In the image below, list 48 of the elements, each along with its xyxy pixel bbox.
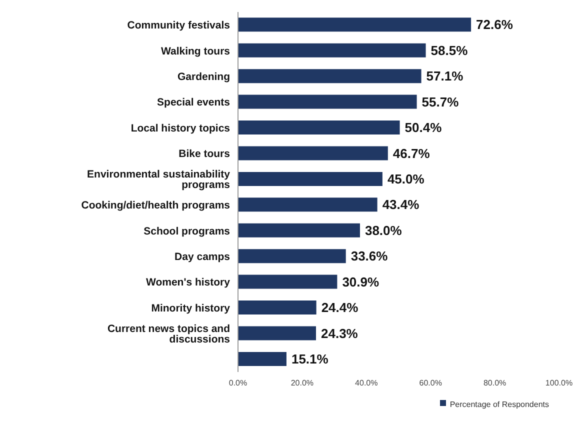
bar [238, 94, 417, 109]
bar [238, 120, 400, 135]
data-label: 55.7% [422, 94, 460, 110]
y-tick-label: Environmental sustainability programs [87, 168, 230, 192]
y-tick-label: Minority history [151, 302, 230, 314]
y-tick-label: Day camps [174, 251, 230, 264]
bar [238, 43, 426, 58]
x-tick-label: 0.0% [228, 378, 248, 388]
y-tick-label: Bike tours [178, 148, 230, 160]
bar [238, 146, 388, 160]
bar [238, 69, 422, 84]
data-label: 33.6% [350, 248, 388, 264]
bar [238, 326, 316, 340]
bar [238, 249, 346, 264]
data-label: 24.4% [321, 300, 359, 316]
bar [238, 198, 378, 212]
y-tick-label: School programs [144, 225, 230, 238]
bar [238, 300, 316, 315]
data-label: 43.4% [382, 197, 420, 212]
bar [238, 352, 286, 366]
data-label: 50.4% [404, 120, 442, 136]
x-tick-label: 80.0% [483, 378, 506, 388]
data-label: 15.1% [291, 351, 329, 366]
data-label: 57.1% [426, 68, 464, 84]
data-label: 24.3% [321, 326, 358, 341]
y-tick-label: Community festivals [127, 20, 230, 32]
bar [238, 18, 472, 32]
y-tick-label: Gardening [177, 71, 230, 84]
x-tick-label: 40.0% [355, 378, 378, 388]
x-tick-label: 60.0% [419, 378, 442, 388]
bar [238, 274, 338, 289]
data-label: 45.0% [387, 171, 425, 186]
data-label: 58.5% [430, 42, 468, 58]
y-tick-label: Special events [157, 96, 230, 109]
x-tick-label: 100.0% [545, 378, 573, 388]
data-label: 72.6% [476, 17, 514, 32]
y-tick-label: Cooking/diet/health programs [81, 200, 230, 212]
y-tick-label: Women's history [146, 276, 230, 289]
bar [238, 172, 382, 186]
data-label: 46.7% [392, 146, 430, 161]
data-label: 30.9% [342, 274, 380, 290]
y-tick-label: Current news topics and discussions [107, 322, 230, 346]
data-label: 38.0% [364, 222, 402, 238]
x-tick-label: 20.0% [290, 378, 314, 388]
legend-label: Percentage of Respondents [450, 400, 549, 409]
y-tick-label: Walking tours [160, 45, 230, 58]
y-tick-label: Local history topics [130, 122, 230, 134]
bar [238, 223, 360, 238]
